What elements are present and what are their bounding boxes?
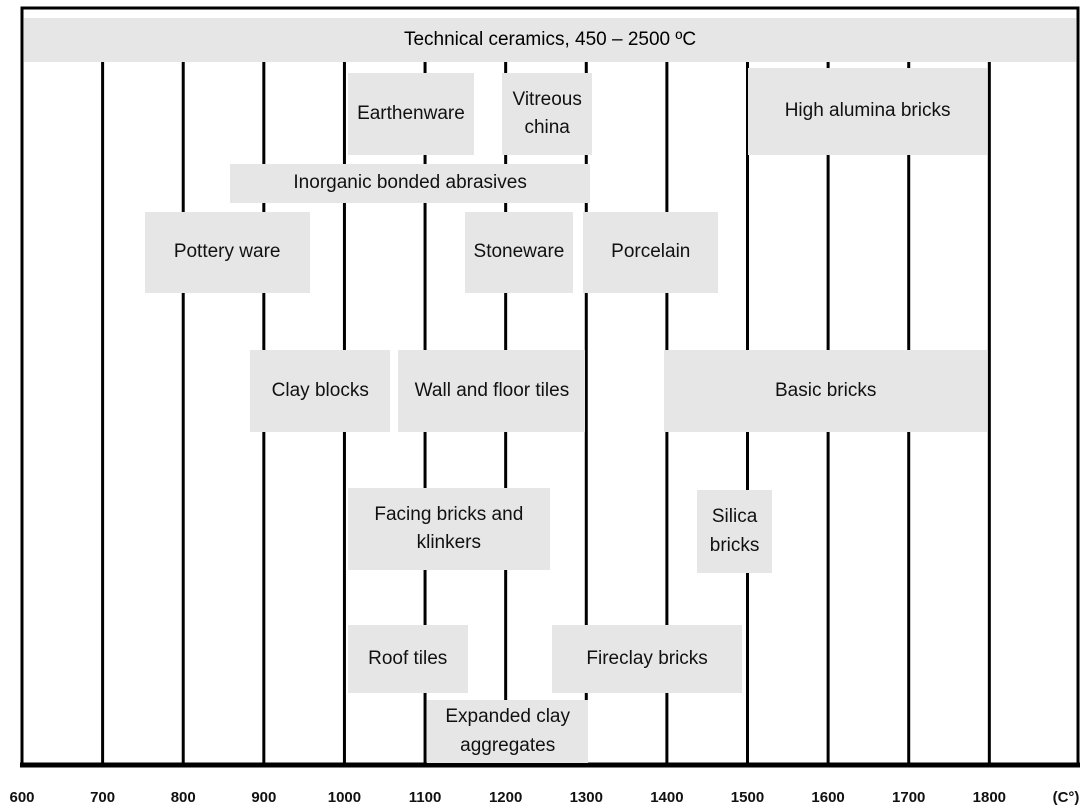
x-tick-label: 1300 — [570, 789, 603, 806]
x-tick-label: 900 — [251, 789, 276, 806]
x-unit: (C°) — [1053, 789, 1080, 806]
x-tick-label: 1700 — [892, 789, 925, 806]
range-box: Clay blocks — [250, 350, 391, 432]
x-tick-label: 1800 — [973, 789, 1006, 806]
x-tick-label: 1400 — [650, 789, 683, 806]
range-box: Facing bricks and klinkers — [347, 488, 550, 570]
x-tick-label: 1200 — [489, 789, 522, 806]
range-box: High alumina bricks — [748, 68, 987, 155]
range-box: Stoneware — [465, 212, 573, 293]
x-tick-label: 700 — [90, 789, 115, 806]
range-box: Porcelain — [583, 212, 719, 293]
x-tick-label: 1000 — [328, 789, 361, 806]
x-tick-label: 1100 — [409, 789, 442, 806]
range-box: Inorganic bonded abrasives — [229, 164, 591, 203]
range-box: Basic bricks — [664, 350, 987, 432]
range-box: Silica bricks — [696, 490, 773, 573]
range-box: Roof tiles — [347, 625, 468, 693]
range-box: Vitreous china — [502, 73, 592, 155]
range-box: Pottery ware — [144, 212, 310, 293]
range-box: Expanded clay aggregates — [427, 700, 588, 763]
banner-title: Technical ceramics, 450 – 2500 ºC — [24, 18, 1076, 62]
x-tick-label: 600 — [9, 789, 34, 806]
range-box: Fireclay bricks — [552, 625, 742, 693]
range-box: Wall and floor tiles — [398, 350, 586, 432]
x-tick-label: 1500 — [731, 789, 764, 806]
x-tick-label: 800 — [171, 789, 196, 806]
x-tick-label: 1600 — [811, 789, 844, 806]
range-box: Earthenware — [347, 73, 475, 155]
